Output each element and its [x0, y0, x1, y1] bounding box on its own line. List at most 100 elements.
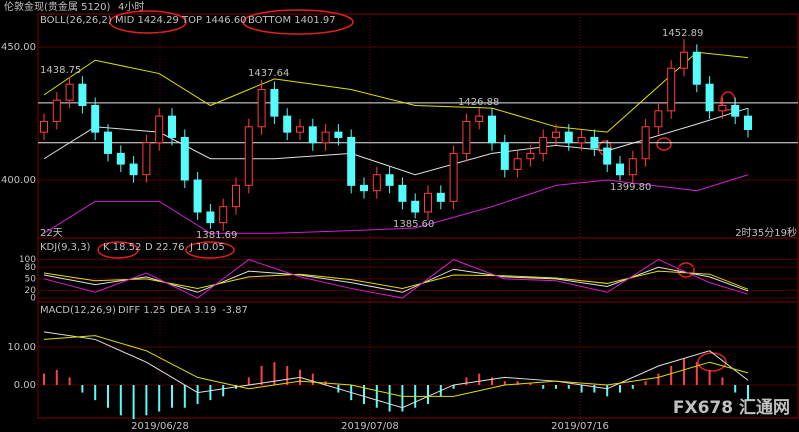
candle-body [283, 115, 292, 133]
y-tick-label: 80 [25, 263, 37, 273]
candle-body [449, 152, 458, 202]
price-annotation: 1437.64 [248, 68, 289, 79]
y-tick-label: 100 [19, 255, 36, 265]
indicator-label: -3.87 [222, 305, 248, 316]
indicator-label: J 10.05 [189, 242, 225, 253]
candle-body [385, 174, 394, 186]
candle-body [91, 105, 100, 133]
y-tick-label: 50 [25, 274, 37, 284]
candle-body [436, 192, 445, 202]
candle-body [65, 83, 74, 101]
period: 4小时 [118, 1, 144, 13]
circle [109, 10, 187, 34]
candle-body [116, 152, 125, 165]
frame [37, 13, 799, 419]
candle-body [232, 184, 240, 208]
y-tick-label: 20 [25, 286, 37, 296]
candle-body [731, 105, 740, 117]
candle-body [577, 136, 586, 144]
candle-body [296, 126, 304, 133]
indicator-label: DEA 3.19 [170, 305, 216, 316]
candle-body [40, 120, 48, 133]
price-annotation: 1381.69 [196, 230, 237, 241]
y-tick-label: 0 [30, 294, 36, 304]
circle [677, 262, 695, 278]
candle-body [539, 136, 548, 154]
price-annotation: 1438.75 [40, 65, 81, 76]
candle-body [488, 115, 496, 144]
indicator-line [43, 331, 749, 409]
candle-body [193, 179, 202, 213]
candle-body [78, 83, 87, 107]
candle-body [500, 142, 509, 170]
candle-body [142, 142, 151, 176]
candle-body [462, 120, 471, 154]
x-tick-label: 2019/07/16 [551, 421, 609, 432]
candle-body [270, 89, 279, 117]
indicator-label: D 22.76 [145, 242, 185, 253]
price-annotation: 1385.60 [393, 219, 434, 230]
indicator-line [43, 51, 749, 133]
indicator-label: MID 1424.29 [115, 15, 179, 26]
indicator-label: MACD(12,26,9) [40, 305, 116, 316]
left-note: 22天 [40, 228, 63, 239]
candle-body [590, 136, 599, 149]
candle-body [475, 115, 484, 122]
watermark: FX678 汇通网 [673, 398, 790, 418]
indicator-label: BOLL(26,26,2) [40, 15, 112, 26]
candle-body [718, 105, 727, 112]
candle-body [705, 83, 714, 112]
candle-body [206, 211, 215, 224]
y-tick-label: 10.00 [7, 342, 36, 353]
price-annotation: 1399.80 [610, 182, 651, 193]
candle-body [129, 163, 138, 176]
price-annotation: 1452.89 [662, 28, 703, 39]
candle-body [347, 136, 356, 186]
candle-body [564, 131, 573, 144]
candle-body [104, 131, 112, 154]
right-note: 2时35分19秒 [735, 226, 797, 239]
indicator-line [43, 174, 749, 234]
candle-body [321, 131, 330, 144]
candle-body [52, 99, 61, 122]
candle-body [155, 115, 164, 144]
candle-body [680, 51, 688, 69]
candle-body [180, 136, 189, 181]
candle-body [372, 174, 381, 192]
candle-body [552, 131, 560, 138]
candle-body [513, 158, 522, 170]
indicator-line [43, 270, 749, 290]
y-tick-label: 1450.00 [0, 42, 36, 53]
y-tick-label: 1400.00 [0, 175, 36, 186]
candle-body [219, 206, 228, 224]
circle [242, 9, 354, 35]
candle-body [526, 152, 535, 160]
circle [656, 137, 672, 151]
candle-body [744, 115, 752, 130]
x-tick-label: 2019/06/28 [131, 421, 189, 432]
candle-body [628, 158, 637, 176]
indicator-label: K 18.52 [103, 242, 141, 253]
indicator-line [43, 107, 749, 176]
indicator-line [43, 259, 749, 299]
candle-body [411, 200, 420, 213]
y-tick-label: 0.00 [14, 380, 36, 391]
indicator-label: BOTTOM 1401.97 [248, 15, 336, 26]
candle-body [692, 51, 701, 85]
indicator-line [43, 335, 749, 397]
candle-body [603, 147, 612, 165]
indicator-label: DIFF 1.25 [118, 305, 166, 316]
candle-body [641, 126, 650, 160]
candle-body [168, 115, 176, 138]
candle-body [244, 126, 253, 186]
price-annotation: 1426.88 [458, 97, 499, 108]
candle-body [334, 131, 343, 138]
indicator-label: TOP 1446.60 [181, 15, 247, 26]
indicator-label: KDJ(9,3,3) [40, 242, 91, 253]
candle-body [360, 184, 368, 192]
candle-body [424, 192, 432, 213]
candle-body [257, 89, 266, 128]
x-tick-label: 2019/07/08 [341, 421, 399, 432]
